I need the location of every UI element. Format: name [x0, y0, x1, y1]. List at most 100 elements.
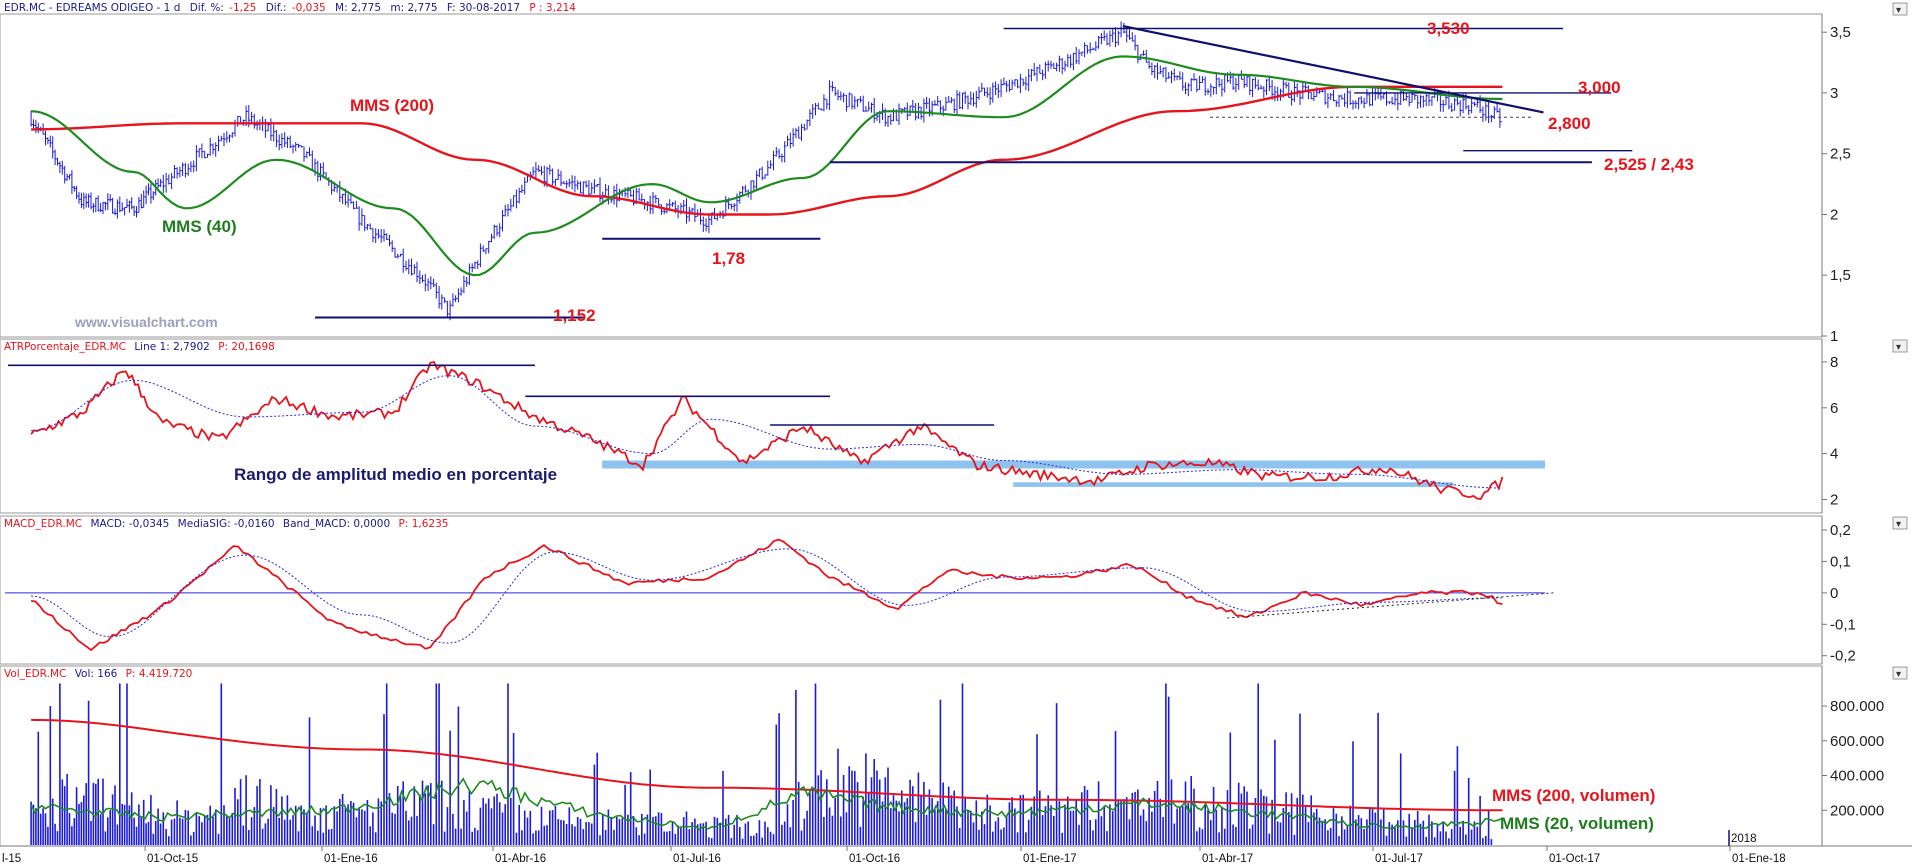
atr-signal-line — [31, 375, 1503, 489]
atr-header-p: P: 20,1698 — [218, 341, 275, 353]
vol-header-vol: Vol: 166 — [75, 668, 118, 680]
vol-header-p: P: 4.419.720 — [126, 668, 193, 680]
price-header-difpct-label: Dif. %: — [190, 2, 224, 14]
atr-tick-label: 4 — [1830, 446, 1838, 463]
vol-mms20-line — [30, 777, 1503, 831]
price-panel — [30, 21, 1503, 321]
axes: 3,5 3 2,5 2 1,5 1 8 6 4 2 0,2 0,1 0 -0,1 -0,2 800.000 60… — [2, 14, 1884, 865]
macd-tick-label: -0,2 — [1830, 648, 1856, 665]
atr-tick-label: 6 — [1830, 400, 1838, 417]
volume-tick-label: 400.000 — [1830, 768, 1884, 785]
atr-line — [30, 360, 1504, 500]
x-tick-label: l-15 — [2, 853, 21, 865]
price-tick-label: 3,5 — [1830, 24, 1851, 41]
vol-toggle-box — [1892, 666, 1908, 680]
price-tick-label: 2,5 — [1830, 146, 1851, 163]
label-2800: 2,800 — [1548, 114, 1591, 133]
annotations: MMS (200) MMS (40) 1,152 1,78 3,530 3,00… — [74, 19, 1694, 833]
price-header-symbol: EDR.MC - EDREAMS ODIGEO - 1 d — [4, 2, 180, 14]
chevron-down-icon: ▾ — [1896, 519, 1901, 530]
macd-signal-line — [31, 548, 1503, 644]
label-2525: 2,525 / 2,43 — [1604, 155, 1694, 174]
macd-header-band: Band_MACD: 0,0000 — [283, 518, 390, 530]
atr-header-line: Line 1: 2,7902 — [134, 341, 210, 353]
atr-header: ATRPorcentaje_EDR.MC Line 1: 2,7902 P: 2… — [4, 341, 275, 353]
vol-mms200-line — [31, 718, 1503, 812]
vol-header: Vol_EDR.MC Vol: 166 P: 4.419.720 — [4, 668, 192, 680]
atr-band-1 — [602, 460, 1545, 469]
macd-header-macd: MACD: -0,0345 — [90, 518, 169, 530]
label-vol-mms200: MMS (200, volumen) — [1492, 786, 1655, 805]
macd-tick-label: 0 — [1830, 585, 1838, 602]
atr-bands — [602, 460, 1545, 487]
x-tick-label-year: 2018 — [1731, 833, 1757, 845]
atr-tick-label: 8 — [1830, 354, 1838, 371]
label-3000: 3,000 — [1578, 78, 1621, 97]
atr-toggle-box — [1892, 339, 1908, 353]
price-tick-label: 1,5 — [1830, 267, 1851, 284]
macd-tick-label: -0,1 — [1830, 616, 1856, 633]
vol-header-label: Vol_EDR.MC — [4, 668, 66, 680]
price-header-min: m: 2,775 — [390, 2, 437, 14]
x-tick-label: 01-Ene-18 — [1732, 853, 1786, 865]
price-header-dif: -0,035 — [292, 2, 326, 14]
watermark: www.visualchart.com — [74, 314, 218, 330]
macd-toggle-box — [1892, 516, 1908, 530]
label-178: 1,78 — [712, 249, 745, 268]
x-tick-label: 01-Abr-16 — [495, 853, 546, 865]
x-tick-label: 01-Jul-16 — [673, 853, 721, 865]
atr-header-label: ATRPorcentaje_EDR.MC — [4, 341, 126, 353]
x-tick-label: 01-Jul-17 — [1375, 853, 1423, 865]
chevron-down-icon: ▾ — [1896, 5, 1901, 16]
label-1152: 1,152 — [553, 306, 596, 325]
volume-panel — [30, 683, 1503, 845]
price-header-difpct: -1,25 — [229, 2, 256, 14]
volume-tick-label: 200.000 — [1830, 802, 1884, 819]
x-tick-label: 01-Ene-17 — [1023, 853, 1077, 865]
label-mms40: MMS (40) — [162, 217, 237, 236]
price-tick-label: 1 — [1830, 328, 1838, 345]
macd-tick-label: 0,2 — [1830, 522, 1851, 539]
x-tick-label: 01-Abr-17 — [1202, 853, 1253, 865]
atr-panel — [30, 360, 1504, 500]
x-tick-label: 01-Oct-16 — [849, 853, 900, 865]
price-panel-toggle[interactable]: ▾ — [1892, 2, 1908, 16]
macd-header-p: P: 1,6235 — [399, 518, 449, 530]
label-vol-mms20: MMS (20, volumen) — [1500, 814, 1654, 833]
panel-controls: ▾ ▾ ▾ ▾ — [1892, 2, 1908, 680]
price-header: EDR.MC - EDREAMS ODIGEO - 1 d Dif. %: -1… — [4, 2, 576, 14]
trend-lines — [8, 25, 1633, 619]
atr-band-2 — [1013, 482, 1454, 487]
price-toggle-box — [1892, 2, 1908, 16]
volume-tick-label: 800.000 — [1830, 698, 1884, 715]
mms40-line — [31, 55, 1503, 277]
price-header-close: P : 3,214 — [529, 2, 576, 14]
atr-panel-toggle[interactable]: ▾ — [1892, 339, 1908, 353]
macd-header: MACD_EDR.MC MACD: -0,0345 MediaSIG: -0,0… — [4, 518, 448, 530]
label-3530: 3,530 — [1427, 19, 1470, 38]
chevron-down-icon: ▾ — [1896, 669, 1901, 680]
chevron-down-icon: ▾ — [1896, 342, 1901, 353]
price-header-dif-label: Dif.: — [266, 2, 287, 14]
price-header-date: F: 30-08-2017 — [447, 2, 520, 14]
x-tick-label: 01-Oct-17 — [1549, 853, 1600, 865]
label-mms200: MMS (200) — [350, 96, 434, 115]
panel-headers: EDR.MC - EDREAMS ODIGEO - 1 d Dif. %: -1… — [4, 2, 576, 680]
macd-tick-label: 0,1 — [1830, 553, 1851, 570]
x-tick-label: 01-Ene-16 — [324, 853, 378, 865]
volume-tick-label: 600.000 — [1830, 733, 1884, 750]
macd-panel-toggle[interactable]: ▾ — [1892, 516, 1908, 530]
atr-caption: Rango de amplitud medio en porcentaje — [234, 465, 557, 484]
macd-panel — [5, 538, 1545, 652]
price-tick-label: 2 — [1830, 207, 1838, 224]
downtrend-line — [1122, 25, 1544, 114]
macd-header-label: MACD_EDR.MC — [4, 518, 82, 530]
atr-tick-label: 2 — [1830, 492, 1838, 509]
macd-header-sig: MediaSIG: -0,0160 — [178, 518, 275, 530]
x-tick-label: 01-Oct-15 — [147, 853, 198, 865]
mms200-line — [31, 85, 1503, 216]
price-tick-label: 3 — [1830, 85, 1838, 102]
vol-panel-toggle[interactable]: ▾ — [1892, 666, 1908, 680]
